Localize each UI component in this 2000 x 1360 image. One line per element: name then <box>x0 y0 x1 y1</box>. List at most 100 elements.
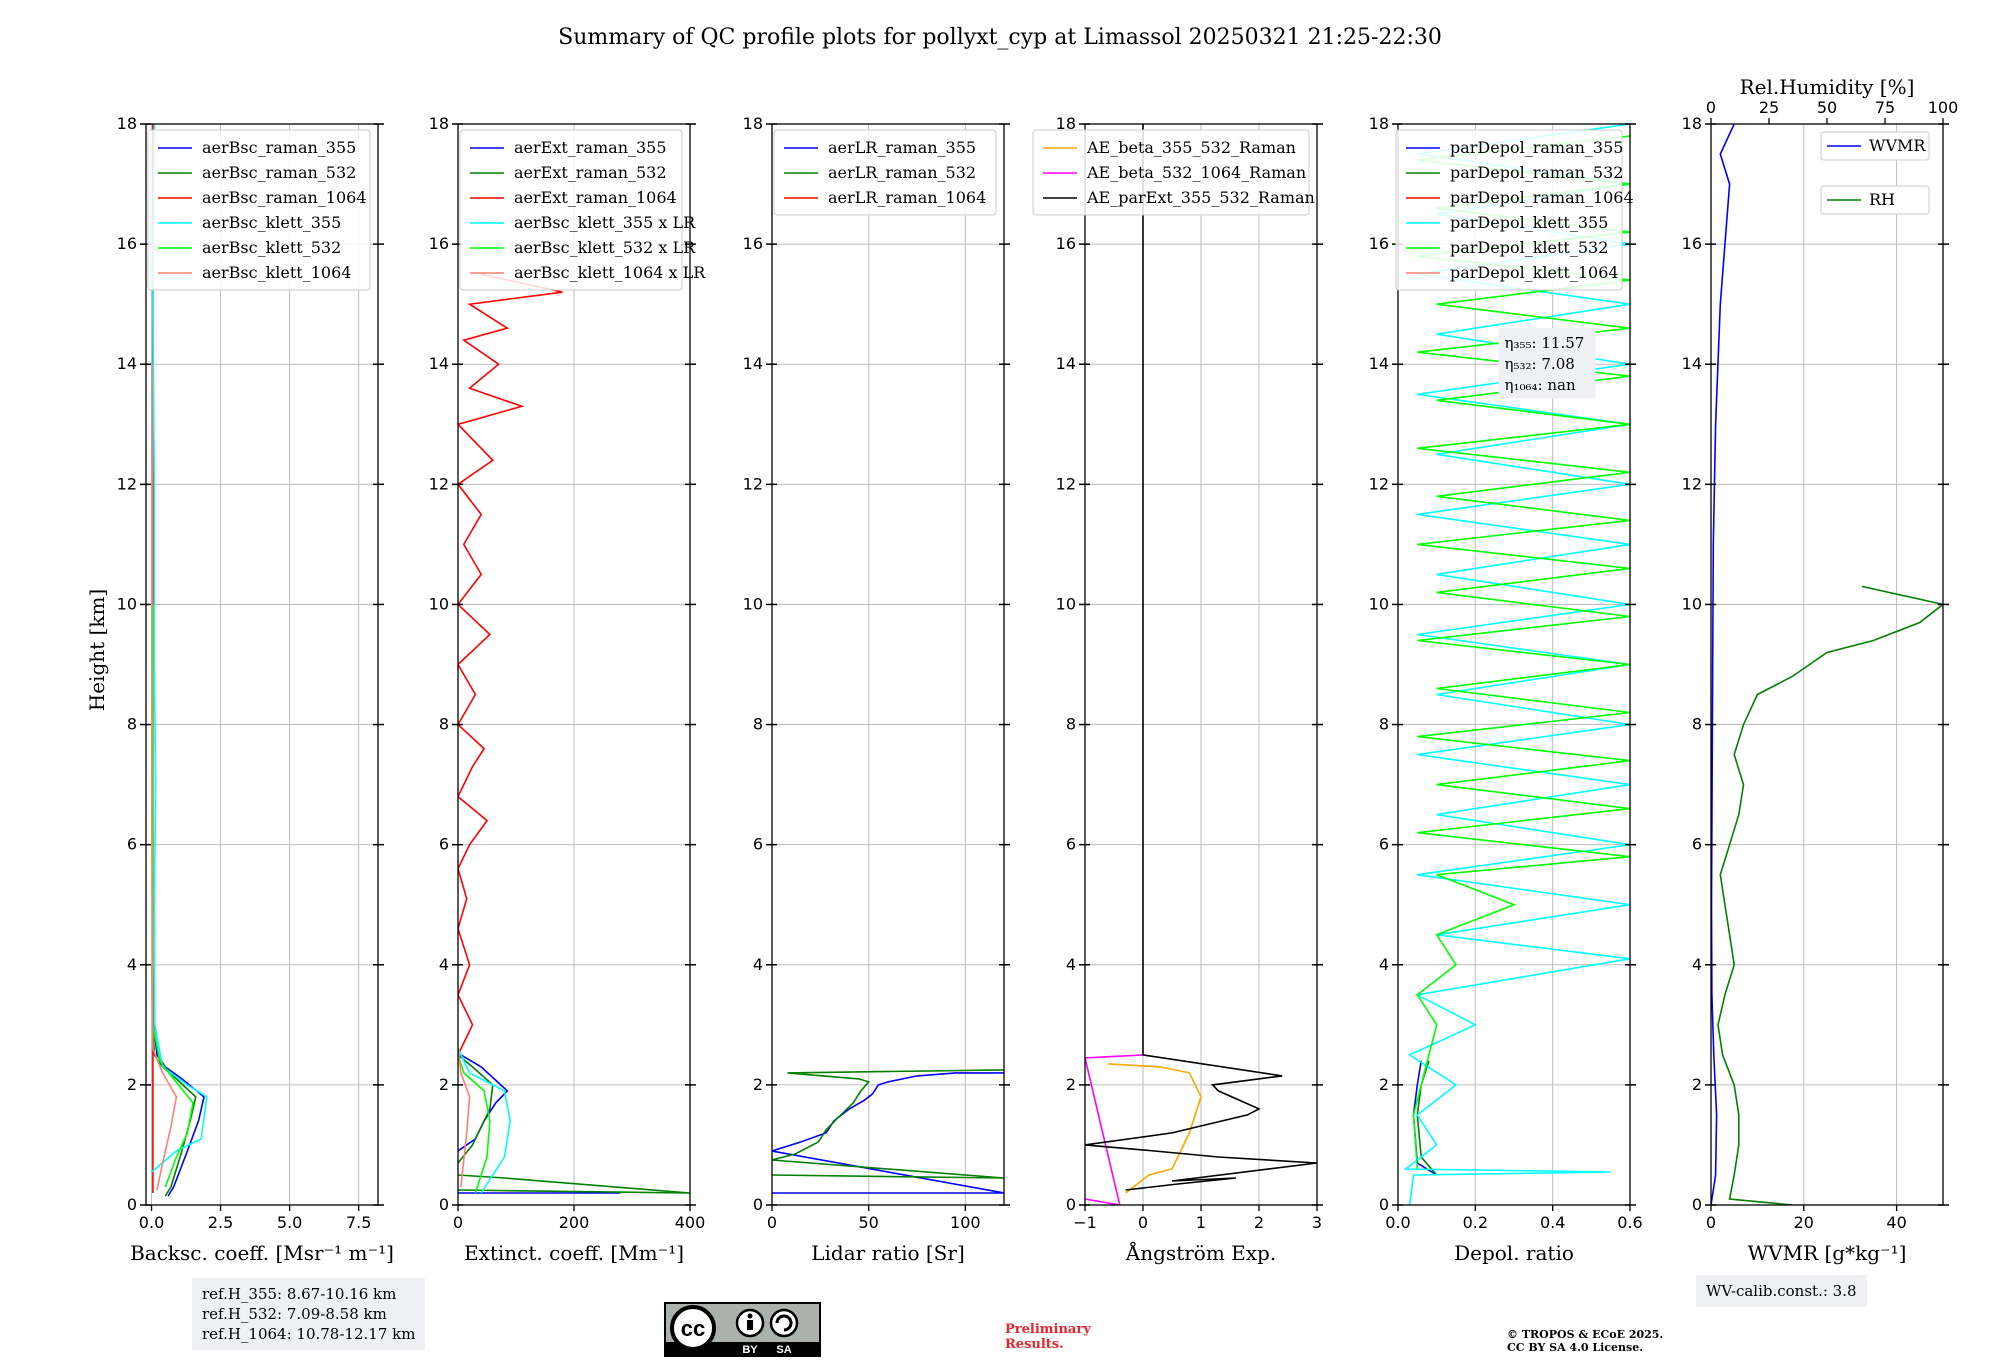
legend-label: parDepol_klett_1064 <box>1450 263 1619 282</box>
series-line-aerbsc-klett-532 <box>152 604 194 1188</box>
y-tick-label: 14 <box>429 354 449 373</box>
x-axis-label: Ångström Exp. <box>1125 1240 1276 1265</box>
legend-label: parDepol_klett_355 <box>1450 213 1608 232</box>
series-line-aerlr-raman-355 <box>772 1072 1004 1194</box>
legend-box <box>773 129 997 216</box>
series-line-ae-beta-355-532-raman <box>1108 1063 1202 1194</box>
y-tick-label: 8 <box>1066 715 1076 734</box>
legend-box <box>147 129 371 291</box>
x-tick-label: 3 <box>1312 1213 1322 1232</box>
y-tick-label: 2 <box>127 1075 137 1094</box>
axes-frame <box>771 123 1005 1206</box>
y-tick-label: 10 <box>1682 594 1702 613</box>
y-tick-label: 16 <box>429 234 449 253</box>
y-tick-label: 16 <box>743 234 763 253</box>
y-tick-label: 8 <box>753 715 763 734</box>
legend-label: parDepol_raman_1064 <box>1450 188 1634 207</box>
series-line-aerbsc-klett-355-x-lr <box>458 1048 512 1194</box>
series-line-aerbsc-klett-532-x-lr <box>458 1054 491 1194</box>
x-tick-label: 2 <box>1254 1213 1264 1232</box>
x-tick-label: 40 <box>1886 1213 1906 1232</box>
legend-label: aerBsc_raman_355 <box>202 138 356 157</box>
x-tick-label: 7.5 <box>346 1213 371 1232</box>
top-x-axis-label: Rel.Humidity [%] <box>1740 75 1915 99</box>
series-line-ae-parext-355-532-raman <box>1085 124 1317 1191</box>
y-tick-label: 8 <box>127 715 137 734</box>
y-tick-label: 4 <box>1692 955 1702 974</box>
y-tick-label: 0 <box>753 1195 763 1214</box>
y-tick-label: 2 <box>1692 1075 1702 1094</box>
x-tick-label: 0.0 <box>1385 1213 1410 1232</box>
y-tick-label: 14 <box>117 354 137 373</box>
plot-area <box>1085 124 1317 1205</box>
y-tick-label: 4 <box>1066 955 1076 974</box>
eta-annotation-line: η₃₅₅: 11.57 <box>1505 334 1585 352</box>
x-tick-label: 200 <box>559 1213 590 1232</box>
series-line-pardepol-klett-532 <box>1412 135 1630 1170</box>
cc-by-text: BY <box>742 1344 758 1355</box>
preliminary-line-1: Preliminary <box>1005 1322 1091 1337</box>
y-tick-label: 18 <box>117 114 137 133</box>
legend-box <box>1820 131 1930 161</box>
y-tick-label: 2 <box>439 1075 449 1094</box>
x-tick-label: 20 <box>1794 1213 1814 1232</box>
series-line-wvmr <box>1711 124 1735 1205</box>
y-tick-label: 10 <box>117 594 137 613</box>
copyright-line-2: CC BY SA 4.0 License. <box>1507 1341 1644 1354</box>
y-tick-label: 6 <box>1379 835 1389 854</box>
ref-height-355: ref.H_355: 8.67-10.16 km <box>202 1285 397 1303</box>
legend-label: RH <box>1869 190 1895 209</box>
x-tick-label: 0.4 <box>1540 1213 1565 1232</box>
y-tick-label: 8 <box>1379 715 1389 734</box>
eta-annotation-line: η₅₃₂: 7.08 <box>1505 355 1575 373</box>
y-tick-label: 4 <box>439 955 449 974</box>
y-tick-label: 0 <box>1692 1195 1702 1214</box>
legend-box <box>459 129 683 291</box>
top-x-tick-label: 50 <box>1817 98 1837 117</box>
chart-panel-2: 0 2 4 6 8 10 12 14 16 18 0 200 400 Extinct. coeff. [M… <box>429 114 707 1265</box>
y-tick-label: 6 <box>753 835 763 854</box>
series-line-aerext-raman-532 <box>458 1054 494 1164</box>
y-tick-label: 6 <box>1066 835 1076 854</box>
cc-text: cc <box>681 1316 705 1341</box>
y-tick-label: 12 <box>117 474 137 493</box>
y-tick-label: 14 <box>743 354 763 373</box>
x-tick-label: 0 <box>1138 1213 1148 1232</box>
y-tick-label: 18 <box>1369 114 1389 133</box>
cc-circle-icon <box>670 1305 716 1351</box>
legend-label: parDepol_raman_355 <box>1450 138 1623 157</box>
x-tick-label: 400 <box>675 1213 706 1232</box>
x-tick-label: 1 <box>1196 1213 1206 1232</box>
y-tick-label: 18 <box>743 114 763 133</box>
x-tick-label: −1 <box>1073 1213 1097 1232</box>
y-tick-label: 18 <box>1682 114 1702 133</box>
x-tick-label: 0 <box>767 1213 777 1232</box>
y-tick-label: 14 <box>1056 354 1076 373</box>
y-tick-label: 18 <box>429 114 449 133</box>
legend-label: parDepol_klett_532 <box>1450 238 1608 257</box>
y-tick-label: 16 <box>1682 234 1702 253</box>
cc-sa-text: SA <box>776 1344 791 1355</box>
x-tick-label: 50 <box>858 1213 878 1232</box>
x-tick-label: 0 <box>1706 1213 1716 1232</box>
ref-height-532: ref.H_532: 7.09-8.58 km <box>202 1305 387 1323</box>
y-axis-label: Height [km] <box>85 589 109 711</box>
y-tick-label: 8 <box>1692 715 1702 734</box>
y-tick-label: 0 <box>127 1195 137 1214</box>
y-tick-label: 4 <box>753 955 763 974</box>
wv-calib-box: WV-calib.const.: 3.8 <box>1696 1275 1867 1307</box>
plot-area <box>458 273 690 1194</box>
y-tick-label: 16 <box>117 234 137 253</box>
series-line-pardepol-klett-355 <box>1403 124 1630 1205</box>
series-line-aerext-raman-1064 <box>458 273 563 1056</box>
legend-label: aerBsc_raman_1064 <box>202 188 367 207</box>
y-tick-label: 0 <box>1066 1195 1076 1214</box>
x-tick-label: 0.6 <box>1617 1213 1642 1232</box>
copyright-line-1: © TROPOS & ECoE 2025. <box>1507 1328 1664 1341</box>
axes-frame <box>1397 123 1631 1206</box>
y-tick-label: 16 <box>1056 234 1076 253</box>
figure-title: Summary of QC profile plots for pollyxt_… <box>558 25 1442 50</box>
top-x-tick-label: 0 <box>1706 98 1716 117</box>
